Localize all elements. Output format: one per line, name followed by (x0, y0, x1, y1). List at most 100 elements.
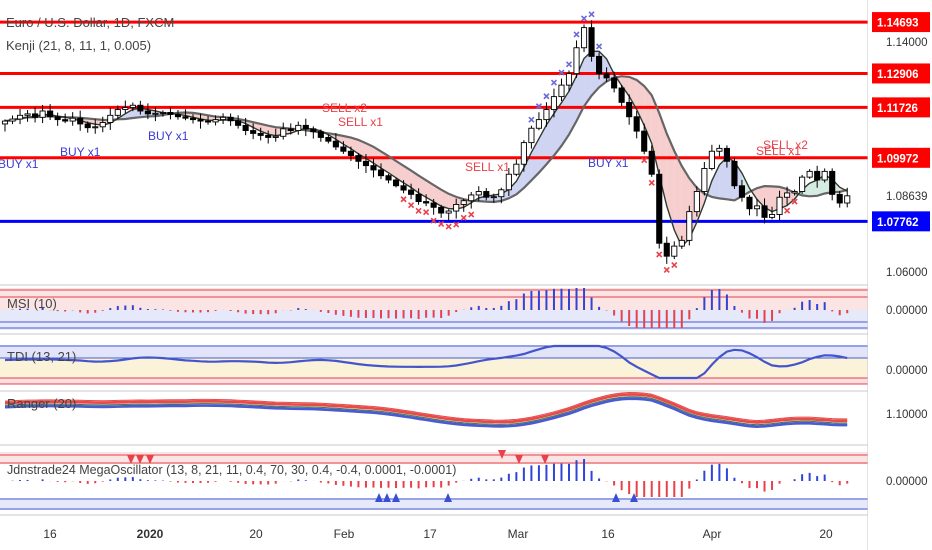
candle-body (62, 119, 69, 122)
time-tick-label: 17 (423, 527, 437, 541)
candle-body (167, 111, 174, 115)
time-tick-label: Feb (334, 527, 355, 541)
candle-body (596, 55, 603, 75)
cloud-segment (636, 80, 645, 126)
candle-body (453, 203, 460, 212)
candle-body (814, 170, 821, 181)
candle-body (122, 107, 129, 111)
candle-body (392, 179, 400, 187)
candle-body (753, 205, 761, 210)
candle-body (250, 130, 257, 134)
candle-body (332, 140, 339, 148)
candle-body (114, 109, 121, 116)
candle-body (77, 117, 84, 125)
candle-body (99, 122, 106, 128)
candle-body (265, 134, 272, 138)
candle-body (92, 126, 99, 129)
candle-body (550, 96, 558, 111)
candle-body (520, 142, 527, 165)
candle-body (588, 27, 595, 57)
indicator-title: Kenji (21, 8, 11, 1, 0.005) (6, 38, 151, 53)
candle-body (144, 110, 151, 115)
buy-signal-label: BUY x1 (148, 129, 189, 143)
candle-body (355, 155, 362, 162)
buy-arrow-marker (375, 493, 383, 502)
panel-band (0, 498, 868, 510)
candle-body (32, 113, 39, 118)
candle-body (84, 123, 91, 129)
candle-body (257, 132, 264, 136)
candle-body (836, 193, 843, 204)
level-price-label: 1.09972 (877, 153, 919, 165)
sell-signal-label: SELL x2 (322, 101, 367, 115)
candle-body (611, 77, 618, 89)
candle-body (475, 191, 482, 196)
cloud-segment (629, 76, 637, 110)
candle-body (558, 84, 565, 98)
candle-body (731, 160, 738, 187)
candlestick-series (1, 20, 851, 264)
candle-body (204, 120, 212, 123)
tdi-panel (0, 344, 868, 385)
candle-body (129, 104, 136, 108)
price-scale-bg (868, 0, 932, 550)
candle-body (317, 131, 324, 138)
candle-body (663, 242, 670, 257)
cloud-segment (125, 109, 133, 119)
cloud-segment (569, 75, 577, 135)
candle-body (24, 113, 31, 116)
level-price-tag (872, 63, 930, 84)
candle-body (280, 128, 287, 137)
price-scale[interactable]: 1.14693 1.12906 1.11726 1.09972 1.07762 1.140… (868, 0, 932, 550)
candle-body (806, 170, 813, 178)
time-tick-label: 20 (249, 527, 263, 541)
cloud-segment (538, 125, 547, 173)
time-tick-label: 16 (43, 527, 57, 541)
time-axis[interactable]: 16 2020 20 Feb 17 Mar 16 Apr 20 (43, 527, 833, 541)
candle-body (47, 110, 54, 118)
candle-body (746, 196, 753, 210)
signal-x-marker (535, 103, 542, 110)
level-price-tag (872, 12, 930, 33)
cloud-segment (358, 139, 366, 159)
panel-band (0, 358, 868, 378)
buy-arrow-marker (444, 493, 452, 502)
cloud-segment (659, 112, 667, 207)
candle-body (791, 191, 798, 194)
candle-body (340, 146, 347, 152)
time-tick-label: 16 (601, 527, 615, 541)
candle-body (370, 165, 377, 171)
tdi-title: TDI (13, 21) (7, 349, 76, 364)
signal-x-marker (408, 202, 415, 209)
panel-band (0, 288, 868, 310)
candle-body (784, 192, 791, 198)
candle-body (723, 147, 730, 162)
level-price-tag (872, 211, 930, 232)
candle-body (626, 101, 633, 118)
buy-arrow-marker (383, 493, 391, 502)
panel-tick-label: 0.00000 (886, 476, 928, 488)
msi-panel (0, 288, 868, 330)
cloud-segment (523, 152, 532, 188)
signal-x-marker (588, 11, 595, 18)
candle-body (189, 117, 197, 121)
candle-body (799, 176, 806, 192)
signal-x-marker (468, 211, 475, 218)
candle-body (400, 185, 407, 191)
level-price-label: 1.12906 (877, 69, 919, 81)
candle-body (295, 124, 302, 132)
signal-x-marker (663, 266, 670, 273)
level-price-label: 1.11726 (877, 103, 918, 115)
signal-x-marker (565, 61, 573, 68)
signal-x-marker (573, 31, 580, 38)
cloud-segment (403, 165, 412, 188)
candle-body (197, 119, 204, 122)
mega-title: Jdnstrade24 MegaOscillator (13, 8, 21, 1… (7, 463, 456, 477)
candle-body (385, 175, 392, 181)
ranger-upper-band (4, 391, 848, 422)
signal-x-marker (438, 220, 445, 227)
megaoscillator-panel (0, 450, 868, 510)
candle-body (212, 119, 219, 123)
symbol-title: Euro / U.S. Dollar, 1D, FXCM (6, 15, 174, 30)
sell-arrow-marker (541, 455, 549, 464)
